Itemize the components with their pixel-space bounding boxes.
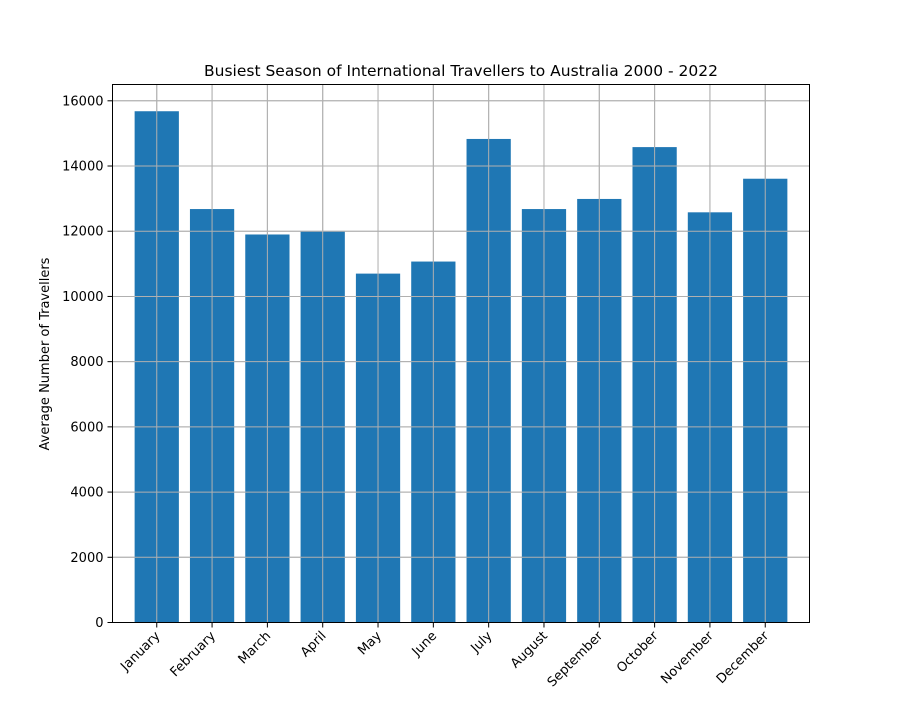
y-tick-label: 0 <box>95 616 103 631</box>
plot-frame <box>112 84 810 623</box>
x-tick-label: March <box>236 629 275 668</box>
y-axis-label: Average Number of Travellers <box>38 257 53 450</box>
y-axis-ticks: 0 2000 4000 6000 8000 10000 12000 14000 16000 <box>62 94 113 631</box>
y-tick-label: 10000 <box>62 290 103 305</box>
x-tick-label: November <box>658 628 717 687</box>
x-tick-label: July <box>468 629 496 657</box>
x-tick-label: April <box>298 629 330 661</box>
y-tick-label: 4000 <box>70 486 103 501</box>
x-tick-label: February <box>168 629 220 681</box>
y-tick-label: 14000 <box>62 160 103 175</box>
x-tick-label: October <box>614 628 662 676</box>
y-tick-label: 12000 <box>62 225 103 240</box>
x-tick-label: August <box>508 629 551 672</box>
y-tick-label: 6000 <box>70 420 103 435</box>
y-tick-label: 8000 <box>70 355 103 370</box>
x-tick-label: September <box>545 628 607 690</box>
y-tick-label: 16000 <box>62 94 103 109</box>
y-tick-label: 2000 <box>70 551 103 566</box>
x-tick-label: May <box>355 629 385 659</box>
bars <box>112 84 810 623</box>
chart-title: Busiest Season of International Travelle… <box>204 62 718 80</box>
x-tick-label: January <box>117 629 163 675</box>
x-axis-ticks: January February March April May June July Augu… <box>117 622 773 690</box>
x-tick-label: June <box>409 629 440 660</box>
x-tick-label: December <box>714 628 773 687</box>
